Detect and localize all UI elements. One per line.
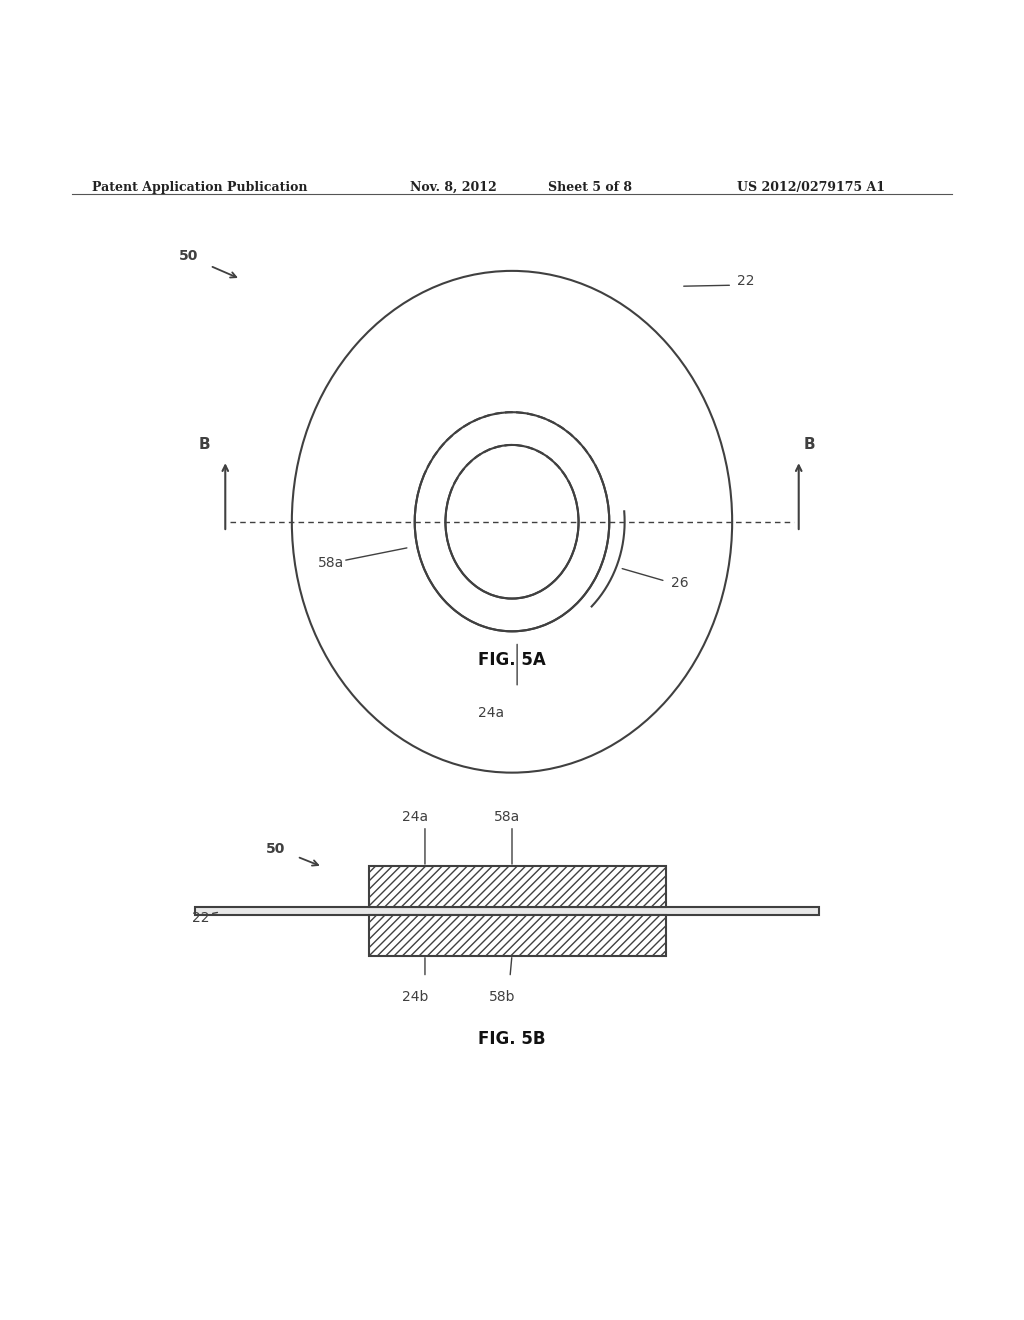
Text: Nov. 8, 2012: Nov. 8, 2012 [410, 181, 497, 194]
Text: 50: 50 [266, 842, 286, 857]
Text: 24a: 24a [401, 810, 428, 824]
Text: B: B [199, 437, 211, 453]
Text: 22: 22 [193, 911, 210, 925]
Text: 58a: 58a [494, 810, 520, 824]
Bar [369, 866, 666, 907]
Text: FIG. 5B: FIG. 5B [478, 1030, 546, 1048]
Text: B: B [803, 437, 815, 453]
Text: 26: 26 [671, 577, 688, 590]
Text: 24b: 24b [401, 990, 428, 1003]
Bar [195, 907, 819, 915]
Text: 50: 50 [179, 248, 199, 263]
Text: Patent Application Publication: Patent Application Publication [92, 181, 307, 194]
Text: Sheet 5 of 8: Sheet 5 of 8 [548, 181, 632, 194]
Bar [369, 915, 666, 956]
Text: US 2012/0279175 A1: US 2012/0279175 A1 [737, 181, 886, 194]
Text: 22: 22 [737, 275, 755, 288]
Text: 24a: 24a [478, 706, 505, 721]
Text: 58a: 58a [317, 556, 344, 570]
Text: 58b: 58b [488, 990, 515, 1003]
Text: FIG. 5A: FIG. 5A [478, 651, 546, 669]
